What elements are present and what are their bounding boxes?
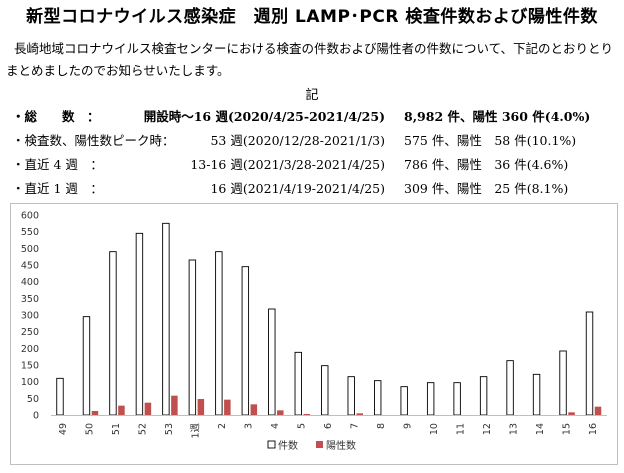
y-tick-label: 600 (21, 211, 39, 222)
intro-text: 長崎地域コロナウイルス検査センターにおける検査の件数および陽性者の件数について、… (6, 41, 614, 78)
x-tick-label: 16 (588, 423, 599, 435)
summary-label: ・総 数 ： (12, 109, 100, 124)
summary-label: ・検査数、陽性数ピーク時： (12, 133, 175, 148)
bar-count (453, 382, 461, 416)
y-tick-label: 450 (21, 261, 39, 272)
x-tick-label: 9 (402, 423, 413, 429)
bar-count (135, 232, 144, 416)
legend-label-count: 件数 (278, 439, 298, 452)
bar-count (506, 360, 514, 416)
x-tick-label: 50 (85, 423, 96, 435)
summary-label: ・直近 1 週 ： (12, 181, 103, 196)
legend-label-positive: 陽性数 (326, 439, 356, 452)
x-tick-label: 6 (323, 423, 334, 429)
bar-positive (144, 402, 152, 415)
y-tick-label: 350 (21, 294, 39, 305)
legend-swatch-count (267, 440, 276, 449)
summary-counts: 8,982 件、陽性 360 件(4.0%) (404, 109, 591, 124)
y-tick-label: 500 (21, 244, 39, 255)
bar-count (215, 251, 223, 416)
bar-positive (224, 399, 231, 415)
summary-period: 開設時～16 週(2020/4/25-2021/4/25) (143, 109, 385, 124)
x-tick-label: 1週 (190, 423, 202, 439)
x-tick-label: 5 (297, 423, 308, 429)
legend-swatch-positive (316, 441, 323, 448)
x-tick-label: 53 (164, 423, 175, 435)
x-tick-label: 12 (482, 423, 493, 435)
summary-counts: 309 件、陽性 25 件(8.1%) (404, 181, 569, 196)
x-tick-label: 14 (535, 423, 546, 435)
ki-label: 記 (305, 88, 319, 103)
bar-positive (594, 406, 602, 415)
y-tick-label: 50 (27, 394, 39, 405)
x-tick-label: 8 (376, 423, 387, 429)
bar-positive (250, 404, 258, 415)
x-tick-label: 49 (58, 423, 69, 435)
bar-count (162, 222, 170, 416)
y-tick-label: 250 (21, 327, 39, 338)
y-tick-label: 550 (21, 227, 39, 238)
bar-count (347, 376, 355, 416)
bar-count (268, 308, 276, 416)
bar-positive (277, 410, 284, 415)
x-tick-label: 52 (138, 423, 149, 435)
summary-period: 53 週(2020/12/28-2021/1/3) (210, 133, 385, 148)
bar-positive (197, 399, 205, 415)
y-tick-label: 300 (21, 311, 39, 322)
bar-count (585, 311, 594, 416)
bar-count (400, 386, 408, 416)
bar-count (241, 266, 250, 416)
bar-positive (303, 414, 311, 415)
summary-period: 13-16 週(2021/3/28-2021/4/25) (190, 157, 385, 172)
summary-row-peak: ・検査数、陽性数ピーク時： 53 週(2020/12/28-2021/1/3) … (0, 130, 624, 150)
bar-positive (356, 413, 363, 415)
x-tick-label: 13 (508, 423, 519, 435)
summary-label: ・直近 4 週 ： (12, 157, 103, 172)
bar-count (321, 365, 329, 416)
y-tick-label: 0 (33, 411, 39, 422)
summary-counts: 786 件、陽性 36 件(4.6%) (404, 157, 569, 172)
y-tick-label: 100 (21, 377, 39, 388)
x-tick-label: 3 (244, 423, 255, 429)
x-tick-label: 10 (429, 423, 440, 435)
y-axis: 0 50 100 150 200 250 300 350 400 450 500 550 600 (21, 211, 39, 422)
bar-count (294, 351, 302, 416)
bar-count (82, 316, 91, 416)
bar-positive (171, 395, 178, 415)
bar-count (426, 382, 435, 416)
summary-period: 16 週(2021/4/19-2021/4/25) (210, 181, 385, 196)
bar-count (479, 376, 488, 416)
bar-positive (118, 405, 125, 415)
y-tick-label: 150 (21, 361, 39, 372)
bar-positive (91, 411, 99, 415)
bar-count (56, 377, 64, 416)
x-tick-label: 15 (561, 423, 572, 435)
bar-count (374, 380, 382, 416)
bar-series (56, 222, 602, 416)
x-tick-label: 4 (270, 423, 281, 429)
summary-counts: 575 件、陽性 58 件(10.1%) (404, 133, 577, 148)
chart-legend: 件数 陽性数 (267, 439, 356, 452)
summary-row-last4: ・直近 4 週 ： 13-16 週(2021/3/28-2021/4/25) 7… (0, 154, 624, 174)
y-tick-label: 400 (21, 277, 39, 288)
y-tick-label: 200 (21, 344, 39, 355)
bar-count (559, 350, 567, 416)
bar-positive (568, 412, 575, 415)
x-tick-label: 51 (111, 423, 122, 435)
bar-count (188, 259, 197, 416)
summary-row-total: ・総 数 ： 開設時～16 週(2020/4/25-2021/4/25) 8,9… (0, 106, 624, 126)
summary-row-last1: ・直近 1 週 ： 16 週(2021/4/19-2021/4/25) 309 … (0, 178, 624, 198)
x-tick-label: 11 (455, 423, 466, 435)
x-tick-label: 2 (217, 423, 228, 429)
bar-count (532, 373, 541, 416)
bar-count (109, 251, 117, 416)
x-axis: 49 50 51 52 53 1週 2 3 4 5 6 7 8 9 10 11 12 13 14 15 16 (51, 415, 607, 439)
page-title: 新型コロナウイルス感染症 週別 LAMP･PCR 検査件数および陽性件数 (26, 7, 598, 27)
x-tick-label: 7 (349, 423, 360, 429)
chart-frame: 0 50 100 150 200 250 300 350 400 450 500 550 600 49 5… (10, 203, 618, 465)
